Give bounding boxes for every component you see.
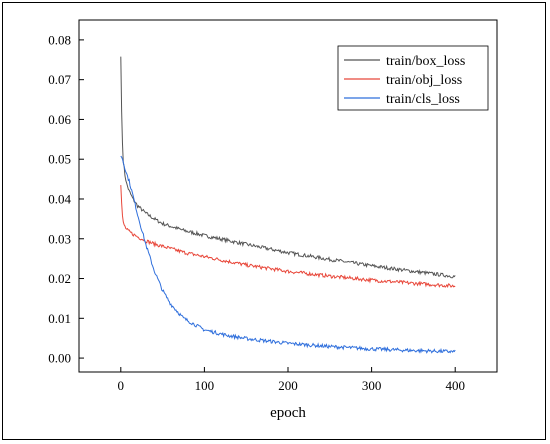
x-tick-label: 300 <box>362 378 382 393</box>
y-tick-label: 0.05 <box>48 152 71 167</box>
y-tick-label: 0.07 <box>48 72 71 87</box>
legend: train/box_loss train/obj_loss train/cls_lo… <box>337 45 489 111</box>
y-tick-label: 0.01 <box>48 311 71 326</box>
x-tick-label: 0 <box>118 378 125 393</box>
legend-label: train/cls_loss <box>386 92 460 107</box>
legend-box <box>337 45 489 111</box>
y-tick-label: 0.03 <box>48 231 71 246</box>
x-axis-title: epoch <box>270 405 306 421</box>
series-line-train-cls-loss <box>120 155 456 354</box>
x-tick-label: 100 <box>195 378 215 393</box>
y-tick-label: 0.08 <box>48 32 71 47</box>
series-line-train-box-loss <box>120 56 456 279</box>
x-tick-label: 200 <box>278 378 298 393</box>
y-tick-label: 0.06 <box>48 112 71 127</box>
series-line-train-obj-loss <box>120 185 456 289</box>
y-tick-label: 0.04 <box>48 191 71 206</box>
x-tick-label: 400 <box>445 378 465 393</box>
y-tick-label: 0.02 <box>48 271 71 286</box>
legend-label: train/box_loss <box>386 54 465 69</box>
legend-label: train/obj_loss <box>386 73 462 88</box>
y-tick-label: 0.00 <box>48 351 71 366</box>
